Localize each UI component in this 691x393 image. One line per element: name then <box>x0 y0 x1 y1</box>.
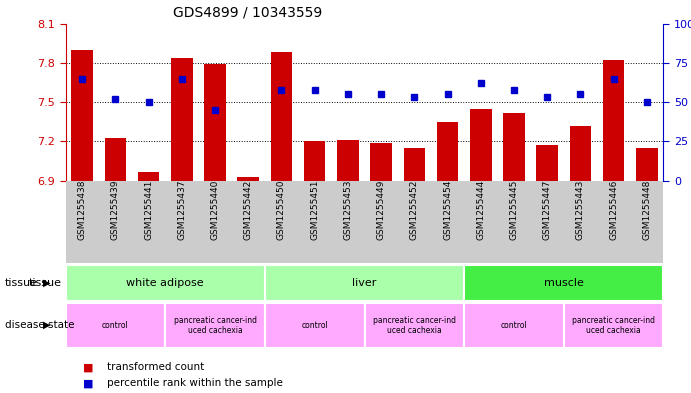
Text: disease state: disease state <box>5 320 75 330</box>
Bar <box>569 126 591 181</box>
Bar <box>464 265 663 301</box>
Text: muscle: muscle <box>544 278 584 288</box>
Bar <box>370 143 392 181</box>
Text: tissue: tissue <box>5 278 38 288</box>
Text: liver: liver <box>352 278 377 288</box>
Bar <box>636 148 658 181</box>
Bar <box>265 303 365 348</box>
Text: ▶: ▶ <box>43 320 50 330</box>
Text: control: control <box>102 321 129 330</box>
Text: ■: ■ <box>83 362 93 373</box>
Bar <box>205 64 226 181</box>
Text: GDS4899 / 10343559: GDS4899 / 10343559 <box>173 6 323 20</box>
Bar <box>165 303 265 348</box>
Bar <box>71 50 93 181</box>
Bar <box>104 138 126 181</box>
Bar <box>365 303 464 348</box>
Bar <box>464 303 564 348</box>
Text: pancreatic cancer-ind
uced cachexia: pancreatic cancer-ind uced cachexia <box>173 316 256 335</box>
Bar <box>603 60 625 181</box>
Text: pancreatic cancer-ind
uced cachexia: pancreatic cancer-ind uced cachexia <box>572 316 655 335</box>
Text: control: control <box>301 321 328 330</box>
Bar <box>66 303 165 348</box>
Bar <box>404 148 425 181</box>
Text: tissue: tissue <box>29 278 62 288</box>
Bar <box>503 113 524 181</box>
Bar <box>265 265 464 301</box>
Bar <box>271 52 292 181</box>
Bar <box>564 303 663 348</box>
Text: white adipose: white adipose <box>126 278 204 288</box>
Bar <box>171 58 193 181</box>
Text: transformed count: transformed count <box>107 362 205 373</box>
Bar <box>138 172 160 181</box>
Text: ▶: ▶ <box>43 278 50 288</box>
Bar <box>337 140 359 181</box>
Bar <box>238 177 259 181</box>
Bar <box>437 122 458 181</box>
Text: percentile rank within the sample: percentile rank within the sample <box>107 378 283 388</box>
Text: pancreatic cancer-ind
uced cachexia: pancreatic cancer-ind uced cachexia <box>373 316 456 335</box>
Bar <box>66 265 265 301</box>
Bar <box>304 141 325 181</box>
Text: ■: ■ <box>83 378 93 388</box>
Text: control: control <box>500 321 527 330</box>
Bar <box>470 109 491 181</box>
Bar <box>536 145 558 181</box>
